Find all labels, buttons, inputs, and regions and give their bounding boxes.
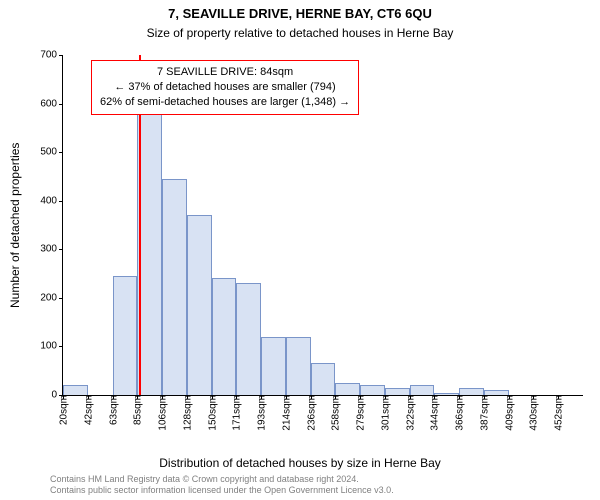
x-tick-label: 322sqm (403, 395, 416, 431)
footer-line2: Contains public sector information licen… (50, 485, 590, 496)
footer-line1: Contains HM Land Registry data © Crown c… (50, 474, 590, 485)
histogram-bar (410, 385, 435, 395)
x-tick-label: 214sqm (279, 395, 292, 431)
histogram-bar (261, 337, 286, 395)
chart-title-line2: Size of property relative to detached ho… (0, 26, 600, 40)
footer: Contains HM Land Registry data © Crown c… (50, 474, 590, 496)
y-tick-mark (59, 346, 63, 347)
info-box: 7 SEAVILLE DRIVE: 84sqm ← 37% of detache… (91, 60, 359, 115)
x-tick-label: 236sqm (304, 395, 317, 431)
y-tick-mark (59, 152, 63, 153)
y-axis-label: Number of detached properties (8, 142, 22, 307)
x-tick-label: 387sqm (477, 395, 490, 431)
x-axis-label: Distribution of detached houses by size … (0, 456, 600, 470)
x-tick-label: 279sqm (354, 395, 367, 431)
x-tick-label: 258sqm (329, 395, 342, 431)
histogram-bar (236, 283, 261, 395)
x-tick-label: 150sqm (205, 395, 218, 431)
x-tick-label: 409sqm (502, 395, 515, 431)
y-tick-mark (59, 249, 63, 250)
histogram-bar (360, 385, 385, 395)
x-tick-label: 106sqm (156, 395, 169, 431)
x-tick-label: 366sqm (453, 395, 466, 431)
x-tick-label: 301sqm (378, 395, 391, 431)
histogram-bar (137, 104, 162, 395)
x-tick-label: 430sqm (527, 395, 540, 431)
histogram-bar (113, 276, 138, 395)
x-tick-label: 171sqm (230, 395, 243, 431)
x-tick-label: 20sqm (57, 395, 70, 425)
histogram-bar (187, 215, 212, 395)
x-tick-label: 42sqm (81, 395, 94, 425)
histogram-bar (335, 383, 360, 395)
histogram-bar (162, 179, 187, 395)
y-tick-mark (59, 201, 63, 202)
info-line2: ← 37% of detached houses are smaller (79… (100, 80, 350, 95)
histogram-bar (63, 385, 88, 395)
info-line3: 62% of semi-detached houses are larger (… (100, 95, 350, 110)
x-tick-label: 85sqm (131, 395, 144, 425)
y-tick-mark (59, 55, 63, 56)
y-tick-mark (59, 298, 63, 299)
x-tick-label: 193sqm (255, 395, 268, 431)
histogram-bar (459, 388, 484, 395)
plot-area: 010020030040050060070020sqm42sqm63sqm85s… (62, 55, 583, 396)
histogram-bar (311, 363, 336, 395)
x-tick-label: 63sqm (106, 395, 119, 425)
x-tick-label: 452sqm (552, 395, 565, 431)
histogram-bar (385, 388, 410, 395)
histogram-bar (286, 337, 311, 395)
info-line1: 7 SEAVILLE DRIVE: 84sqm (100, 65, 350, 80)
x-tick-label: 128sqm (180, 395, 193, 431)
chart-container: 7, SEAVILLE DRIVE, HERNE BAY, CT6 6QU Si… (0, 0, 600, 500)
histogram-bar (212, 278, 237, 395)
chart-title-line1: 7, SEAVILLE DRIVE, HERNE BAY, CT6 6QU (0, 6, 600, 21)
x-tick-label: 344sqm (428, 395, 441, 431)
y-tick-mark (59, 104, 63, 105)
